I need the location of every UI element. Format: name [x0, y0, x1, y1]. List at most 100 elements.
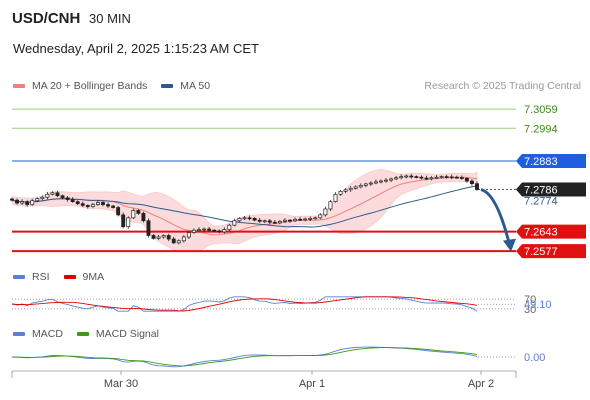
candle-body-45	[237, 218, 242, 222]
moving-averages	[11, 176, 478, 236]
candle-body-69	[358, 185, 363, 188]
candle-body-17	[95, 202, 100, 205]
candle-body-64	[333, 193, 338, 202]
legend-item-macd: MACD	[13, 328, 63, 340]
candle-body-40	[212, 229, 217, 232]
candle-body-9	[55, 192, 60, 197]
legend-item-macd-signal: MACD Signal	[76, 328, 159, 340]
level-tag-3	[516, 224, 586, 239]
candle-body-6	[40, 196, 45, 200]
level-label-4: 7.2577	[524, 246, 558, 258]
candle-body-50	[262, 220, 267, 223]
legend-item-9ma: 9MA	[63, 271, 104, 283]
research-watermark: Research © 2025 Trading Central	[424, 80, 581, 92]
candle-body-39	[207, 228, 212, 231]
candle-body-62	[323, 208, 328, 216]
x-tick-label-0: Mar 30	[104, 378, 138, 390]
level-tag-4	[516, 244, 586, 259]
candle-body-33	[176, 240, 181, 244]
timeframe-label[interactable]: 30 MIN	[89, 11, 131, 26]
candle-body-21	[116, 207, 121, 216]
time-axis: Mar 30 Apr 1 Apr 2	[11, 370, 517, 390]
macd-zero-label: 0.00	[524, 352, 545, 364]
candle-body-56	[293, 218, 297, 222]
candle-body-30	[161, 235, 166, 238]
candle-body-48	[252, 218, 257, 221]
candle-body-52	[272, 221, 277, 224]
legend-swatch-rsi	[13, 275, 25, 279]
candle-body-82	[424, 177, 429, 180]
x-tick-label-2: Apr 2	[468, 378, 494, 390]
candle-body-8	[50, 192, 55, 195]
candle-body-76	[394, 177, 399, 180]
legend-swatch-ma50	[161, 84, 174, 88]
candle-body-3	[25, 201, 30, 205]
datetime-label: Wednesday, April 2, 2025 1:15:23 AM CET	[13, 41, 259, 56]
candle-body-88	[454, 176, 459, 179]
candle-body-71	[368, 182, 373, 185]
projection-head	[503, 238, 516, 252]
legend-swatch-macd-signal	[76, 332, 89, 336]
candle-body-91	[469, 180, 474, 185]
legend-item-ma20: MA 20 + Bollinger Bands	[13, 80, 147, 92]
bollinger-bands	[11, 169, 478, 252]
candle-body-37	[197, 229, 201, 231]
candle-body-66	[343, 189, 348, 192]
legend-swatch-9ma	[63, 275, 76, 279]
candle-body-15	[85, 205, 90, 207]
candle-body-27	[146, 220, 151, 236]
bollinger-band-area	[11, 169, 478, 252]
candle-body-29	[156, 236, 161, 239]
candle-body-79	[409, 175, 414, 178]
candle-body-23	[126, 217, 131, 228]
candle-body-53	[277, 221, 282, 224]
ma50-line	[11, 185, 478, 228]
candle-body-1	[15, 199, 20, 204]
candle-body-59	[308, 218, 313, 220]
x-tick-label-1: Apr 1	[299, 378, 325, 390]
candle-body-73	[379, 180, 383, 183]
level-label-3: 7.2643	[524, 227, 558, 239]
candle-body-90	[464, 177, 469, 182]
candle-body-80	[414, 176, 419, 178]
candle-body-26	[141, 213, 146, 222]
candle-body-34	[181, 236, 186, 242]
candle-body-47	[247, 217, 252, 220]
rsi-line	[11, 296, 478, 312]
macd-signal-line	[11, 347, 478, 367]
candle-body-46	[242, 217, 247, 220]
level-label-1: 7.2994	[524, 123, 558, 135]
candle-body-65	[338, 190, 343, 195]
candle-body-12	[70, 199, 75, 202]
legend-label-macd: MACD	[32, 328, 63, 340]
projection-path	[480, 188, 512, 248]
candle-body-31	[166, 235, 171, 240]
projection-arrow	[480, 188, 516, 252]
candle-body-32	[171, 238, 176, 244]
candle-body-67	[348, 188, 353, 191]
candle-body-57	[298, 218, 303, 221]
candle-body-0	[10, 198, 14, 201]
candle-body-84	[434, 176, 439, 179]
price-levels: 7.3059 7.2994 7.2883 7.2643 7.2577 7.27867.27…	[12, 104, 586, 259]
candle-body-36	[192, 229, 196, 233]
candle-body-41	[217, 230, 222, 233]
level-tag-2	[516, 153, 586, 168]
candle-body-16	[90, 204, 95, 207]
candle-body-22	[121, 214, 126, 228]
candle-body-18	[101, 202, 105, 205]
candle-body-74	[384, 179, 388, 182]
level-label-0: 7.3059	[524, 104, 558, 116]
candle-body-89	[459, 177, 464, 179]
legend-label-ma20: MA 20 + Bollinger Bands	[32, 80, 148, 92]
legend-label-macd-signal: MACD Signal	[95, 328, 159, 340]
candle-body-61	[318, 214, 323, 219]
candle-body-38	[202, 228, 207, 231]
legend-swatch-macd	[13, 332, 25, 336]
ma50-value-label: 7.2774	[524, 196, 558, 208]
candle-body-77	[399, 176, 404, 179]
candle-body-35	[186, 232, 191, 238]
candle-body-24	[131, 210, 136, 219]
